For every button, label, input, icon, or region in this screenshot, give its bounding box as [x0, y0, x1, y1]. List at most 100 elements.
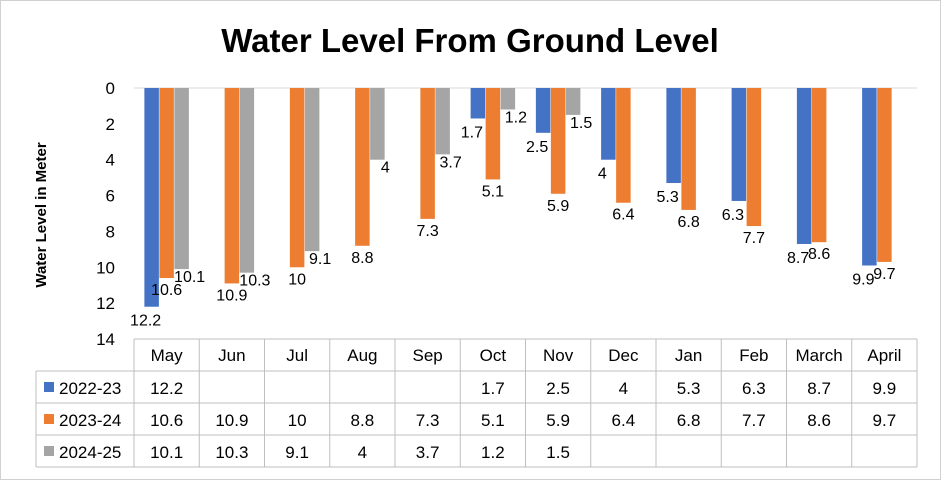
- y-tick-label: 14: [96, 330, 115, 349]
- y-tick-label: 4: [106, 151, 115, 170]
- data-label: 3.7: [440, 154, 462, 171]
- data-label: 4: [381, 160, 390, 177]
- bar: [485, 88, 501, 180]
- bar: [144, 88, 159, 307]
- data-label: 1.5: [570, 115, 592, 132]
- legend-swatch: [44, 382, 54, 392]
- data-label: 8.8: [351, 250, 373, 267]
- y-tick-label: 2: [106, 115, 115, 134]
- table-cell: 1.2: [481, 443, 505, 462]
- table-cell: 5.9: [546, 411, 570, 430]
- table-cell: 10.6: [150, 411, 183, 430]
- data-label: 6.3: [722, 207, 744, 224]
- data-label: 9.1: [309, 251, 331, 268]
- bar: [239, 88, 255, 273]
- data-label: 9.9: [852, 271, 874, 288]
- table-cell: 8.8: [351, 411, 375, 430]
- category-label: Oct: [480, 346, 507, 365]
- bar: [304, 88, 320, 252]
- table-cell: 10.3: [215, 443, 248, 462]
- bar: [616, 88, 631, 203]
- bar: [500, 88, 516, 110]
- table-cell: 8.6: [807, 411, 831, 430]
- bar: [224, 88, 240, 284]
- data-label: 5.1: [482, 183, 504, 200]
- table-cell: 7.7: [742, 411, 766, 430]
- data-label: 8.7: [787, 250, 809, 267]
- data-label: 1.7: [461, 124, 483, 141]
- category-label: May: [151, 346, 184, 365]
- y-tick-label: 0: [106, 79, 115, 98]
- bar: [159, 88, 174, 279]
- bar: [470, 88, 486, 119]
- table-cell: 6.8: [677, 411, 701, 430]
- data-table: May Jun Jul Aug Sep Oct Nov Dec Jan Feb March April…: [35, 338, 918, 468]
- legend-label: 2023-24: [59, 411, 121, 430]
- table-cell: 7.3: [416, 411, 440, 430]
- bar: [420, 88, 435, 219]
- bar: [681, 88, 696, 210]
- legend-label: 2024-25: [59, 443, 121, 462]
- bar: [174, 88, 189, 270]
- y-tick-label: 10: [96, 258, 115, 277]
- bar: [796, 88, 812, 244]
- table-cell: 1.5: [546, 443, 570, 462]
- table-cell: 4: [619, 379, 628, 398]
- data-label: 10.3: [239, 273, 270, 290]
- category-label: Jul: [286, 346, 308, 365]
- legend-swatch: [44, 446, 54, 456]
- table-cell: 9.1: [285, 443, 309, 462]
- bar: [355, 88, 370, 246]
- y-tick-label: 6: [106, 187, 115, 206]
- bar: [565, 88, 581, 115]
- category-label: Nov: [543, 346, 574, 365]
- data-label: 1.2: [505, 110, 527, 127]
- table-cell: 9.7: [873, 411, 897, 430]
- bar: [862, 88, 877, 266]
- bar: [746, 88, 762, 227]
- data-label: 5.3: [657, 189, 679, 206]
- table-cell: 6.4: [612, 411, 636, 430]
- bar: [535, 88, 551, 133]
- category-label: April: [867, 346, 901, 365]
- table-cell: 8.7: [807, 379, 831, 398]
- data-label: 10.6: [151, 282, 182, 299]
- data-label: 7.3: [417, 223, 439, 240]
- table-cell: 9.9: [873, 379, 897, 398]
- bar: [370, 88, 385, 160]
- y-tick-label: 8: [106, 222, 115, 241]
- table-cell: 10: [288, 411, 307, 430]
- chart-title: Water Level From Ground Level: [221, 22, 719, 59]
- data-label: 10.1: [174, 269, 205, 286]
- legend-swatch: [44, 414, 54, 424]
- bar: [601, 88, 616, 160]
- data-label: 10: [288, 271, 306, 288]
- table-cell: 1.7: [481, 379, 505, 398]
- table-cell: 5.1: [481, 411, 505, 430]
- table-cell: 12.2: [150, 379, 183, 398]
- data-label: 5.9: [547, 198, 569, 215]
- data-label: 10.9: [216, 287, 247, 304]
- data-label: 4: [598, 166, 607, 183]
- bar: [435, 88, 450, 155]
- bar: [666, 88, 681, 184]
- data-label: 9.7: [873, 266, 895, 283]
- table-cell: 3.7: [416, 443, 440, 462]
- table-cell: 6.3: [742, 379, 766, 398]
- data-label: 12.2: [130, 313, 161, 330]
- bar: [289, 88, 305, 268]
- y-axis-label: Water Level in Meter: [33, 142, 50, 287]
- data-label: 6.4: [612, 207, 634, 224]
- data-label: 2.5: [526, 139, 548, 156]
- category-label: Jan: [675, 346, 702, 365]
- bar: [550, 88, 566, 194]
- category-label: Dec: [608, 346, 639, 365]
- y-tick-label: 12: [96, 294, 115, 313]
- data-label: 8.6: [808, 246, 830, 263]
- table-cell: 10.1: [150, 443, 183, 462]
- bar: [811, 88, 827, 243]
- table-cell: 2.5: [546, 379, 570, 398]
